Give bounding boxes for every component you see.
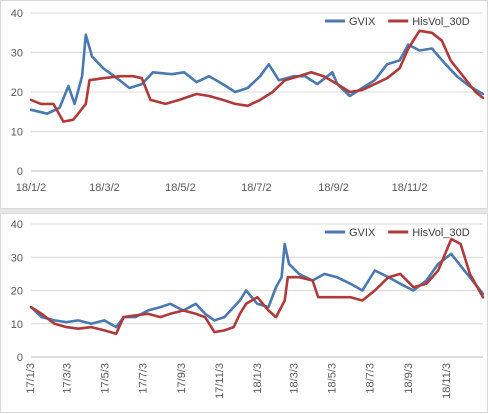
legend-label: GVIX xyxy=(349,227,376,239)
x-tick-label: 17/5/3 xyxy=(100,363,112,394)
series-line-gvix xyxy=(29,33,485,115)
y-tick-label: 0 xyxy=(17,352,23,364)
x-tick-label: 18/3/2 xyxy=(89,182,120,194)
line-chart-top: 0 10 20 30 40 18/1/2 18/3/2 18/5/2 18/7/2 18/9/2 1… xyxy=(11,8,485,194)
x-tick-label: 18/5/3 xyxy=(327,363,339,394)
x-tick-label: 18/1/2 xyxy=(16,182,47,194)
x-tick-label: 18/11/2 xyxy=(392,182,428,194)
line-chart-bottom: 0 10 20 30 40 17/1/3 17/3/3 17/5/3 17/7/3 17/9/3 1… xyxy=(11,219,485,399)
chart-divider xyxy=(0,209,488,213)
series-line-hisvol-30d xyxy=(29,29,485,123)
y-tick-label: 20 xyxy=(11,286,23,298)
y-tick-label: 30 xyxy=(11,252,23,264)
x-tick-label: 18/7/3 xyxy=(364,363,376,394)
legend-label: GVIX xyxy=(349,16,376,28)
legend-label: HisVol_30D xyxy=(412,16,470,28)
y-tick-label: 10 xyxy=(11,319,23,331)
y-tick-label: 40 xyxy=(11,219,23,231)
y-tick-label: 20 xyxy=(11,87,23,99)
x-tick-label: 18/3/3 xyxy=(289,363,301,394)
x-tick-label: 17/11/3 xyxy=(214,363,226,399)
x-tick-label: 18/9/2 xyxy=(318,182,349,194)
chart-panel-top: 0 10 20 30 40 18/1/2 18/3/2 18/5/2 18/7/2 18/9/2 1… xyxy=(0,0,488,209)
x-tick-label: 18/1/3 xyxy=(252,363,264,394)
x-tick-label: 17/9/3 xyxy=(176,363,188,394)
x-tick-label: 18/7/2 xyxy=(241,182,272,194)
x-tick-label: 17/7/3 xyxy=(138,363,150,394)
chart-panel-bottom: 0 10 20 30 40 17/1/3 17/3/3 17/5/3 17/7/3 17/9/3 1… xyxy=(0,213,488,413)
y-tick-label: 30 xyxy=(11,48,23,60)
x-tick-label: 17/3/3 xyxy=(62,363,74,394)
x-tick-label: 18/11/3 xyxy=(441,363,453,399)
series-line-hisvol-30d xyxy=(29,237,485,335)
series-line-gvix xyxy=(29,242,485,329)
y-tick-label: 10 xyxy=(11,127,23,139)
x-tick-label: 18/5/2 xyxy=(165,182,196,194)
x-tick-label: 17/1/3 xyxy=(25,363,37,394)
legend-label: HisVol_30D xyxy=(412,227,470,239)
y-tick-label: 40 xyxy=(11,8,23,20)
y-tick-label: 0 xyxy=(17,166,23,178)
x-tick-label: 18/9/3 xyxy=(403,363,415,394)
